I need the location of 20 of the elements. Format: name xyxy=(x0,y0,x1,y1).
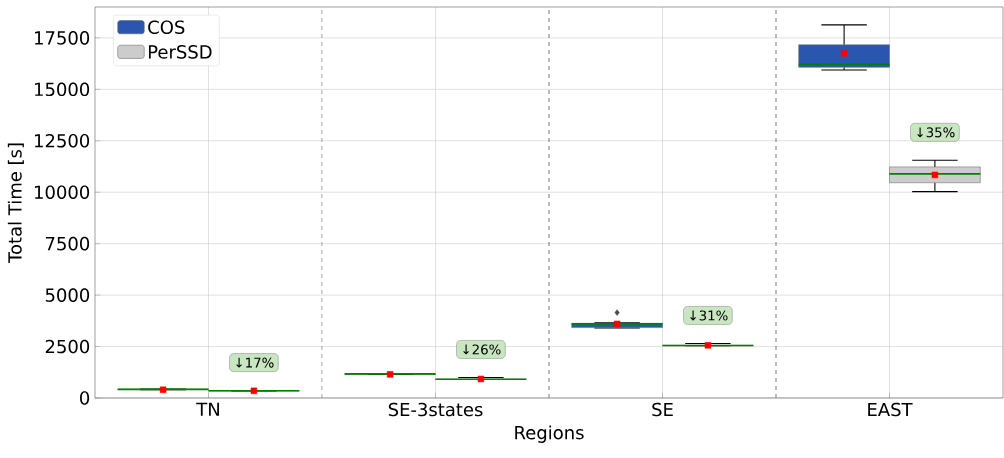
y-tick-label: 10000 xyxy=(35,185,90,200)
y-axis-title: Total Time [s] xyxy=(7,143,24,264)
legend-label: COS xyxy=(148,20,185,35)
y-tick-label: 17500 xyxy=(35,31,90,45)
legend-label: PerSSD xyxy=(148,45,212,59)
annotation: ↓26% xyxy=(463,344,501,355)
annotation: ↓17% xyxy=(236,357,274,368)
x-tick-label: EAST xyxy=(868,402,913,417)
x-axis-title: Regions xyxy=(515,425,584,443)
x-tick-label: TN xyxy=(196,402,219,416)
y-tick-label: 7500 xyxy=(45,236,90,251)
y-tick-label: 2500 xyxy=(45,339,90,354)
annotation: ↓35% xyxy=(917,127,955,138)
x-tick-label: SE xyxy=(652,402,673,417)
y-tick-label: 0 xyxy=(80,391,90,405)
y-tick-label: 15000 xyxy=(35,82,90,97)
y-tick-label: 5000 xyxy=(45,288,90,302)
y-tick-label: 12500 xyxy=(35,133,90,148)
x-tick-label: SE-3states xyxy=(388,402,483,417)
annotation: ↓31% xyxy=(690,310,728,321)
